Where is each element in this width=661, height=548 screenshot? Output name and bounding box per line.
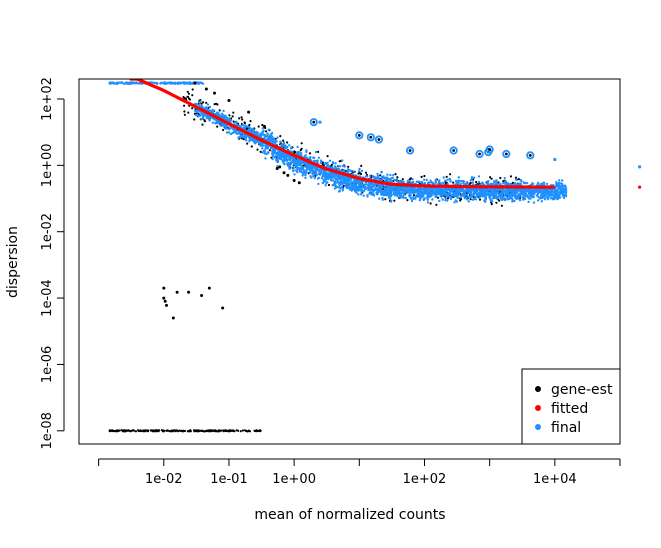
outlier-point [478, 152, 481, 156]
plot-frame [78, 78, 621, 445]
gene-est-point [297, 181, 301, 185]
gene-est-point [108, 429, 112, 433]
gene-est-point [278, 165, 282, 169]
gene-est-point [213, 91, 217, 95]
gene-est-point [164, 303, 168, 307]
final-point [128, 81, 132, 85]
legend-swatch [535, 405, 541, 411]
axes-layer: 1e-02 1e-01 1e+00 1e+02 1e+04 1e-08 1e-06 1e-04… [40, 77, 621, 487]
gene-est-point [162, 286, 166, 290]
gene-est-point [282, 171, 286, 175]
x-tick-label: 1e+00 [272, 472, 316, 487]
outlier-point [452, 149, 456, 152]
x-tick-label: 1e-02 [145, 472, 183, 487]
gene-est-point [187, 290, 191, 294]
outlier-point [504, 152, 508, 156]
y-axis-label: dispersion [5, 226, 21, 298]
outlier-ring [502, 149, 511, 159]
gene-est-point [171, 316, 175, 320]
legend-label: fitted [551, 401, 588, 417]
gene-est-point [258, 429, 262, 433]
gene-est-point [200, 293, 204, 297]
y-tick-label: 1e-02 [40, 213, 55, 251]
gene-est-point [175, 290, 179, 294]
legend-swatch [535, 386, 541, 392]
gene-est-point [204, 87, 208, 91]
outlier-point [408, 149, 412, 152]
outlier-ring [485, 145, 494, 154]
point-cloud-layer [109, 81, 568, 433]
gene-est-point [227, 98, 231, 102]
final-point [318, 120, 322, 124]
gene-est-point [247, 110, 251, 114]
outlier-ring [526, 151, 535, 160]
outlier-point [369, 135, 373, 139]
x-tick-label: 1e+02 [403, 472, 447, 487]
y-tick-label: 1e+02 [40, 77, 55, 121]
gene-est-point [221, 306, 225, 310]
outlier-ring [405, 146, 415, 155]
x-tick-label: 1e-01 [210, 472, 248, 487]
final-point [108, 81, 112, 85]
outlier-point [377, 138, 381, 141]
fitted-point [638, 185, 642, 189]
outlier-ring [449, 146, 458, 155]
gene-est-point [275, 167, 279, 171]
y-tick-label: 1e+00 [40, 143, 55, 187]
outlier-point [312, 120, 316, 124]
outlier-ring [366, 133, 375, 142]
outlier-ring [355, 131, 364, 140]
y-tick-label: 1e-04 [40, 279, 55, 317]
legend-label: final [551, 420, 581, 436]
outlier-point [488, 148, 492, 151]
gene-est-point [286, 173, 290, 177]
x-tick-label: 1e+04 [533, 472, 577, 487]
gene-est-point [292, 178, 296, 182]
outlier-point [528, 153, 532, 157]
gene-est-point [163, 299, 167, 303]
outlier-ring [309, 118, 318, 127]
y-tick-label: 1e-08 [40, 412, 55, 450]
gene-est-point [193, 81, 197, 85]
legend-swatch [535, 424, 541, 430]
final-point [553, 157, 557, 162]
gene-est-point [162, 296, 166, 300]
gene-est-point [262, 124, 266, 128]
outlier-ring [475, 149, 484, 159]
legend-label: gene-est [551, 382, 613, 398]
outlier-ring [374, 135, 384, 144]
data-marks-layer [108, 79, 642, 433]
legend: gene-est fitted final [521, 368, 621, 445]
gene-est-point [207, 286, 211, 290]
fitted-curve [129, 79, 555, 189]
x-axis-label: mean of normalized counts [254, 507, 445, 523]
final-point [638, 165, 642, 169]
outlier-point [357, 133, 361, 137]
y-tick-label: 1e-06 [40, 346, 55, 384]
final-cloud [109, 81, 568, 204]
